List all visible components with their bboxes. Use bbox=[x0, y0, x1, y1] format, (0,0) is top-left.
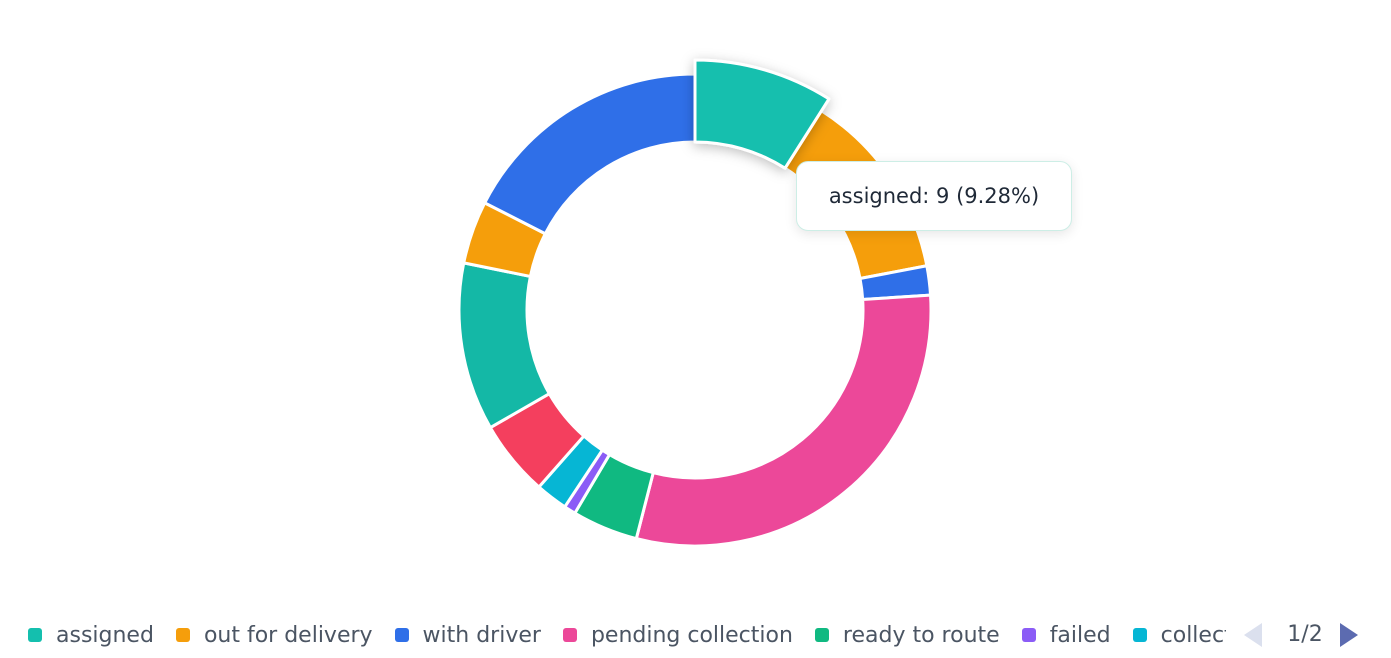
legend-swatch bbox=[394, 628, 409, 642]
legend-item-failed[interactable]: failed bbox=[1021, 612, 1111, 658]
chart-legend: assigned out for delivery with driver pendi… bbox=[0, 612, 1391, 658]
legend-swatch bbox=[814, 628, 829, 642]
legend-item-ready-to-route[interactable]: ready to route bbox=[814, 612, 1000, 658]
legend-label: assigned bbox=[56, 622, 154, 648]
donut-slice-pending-collection[interactable] bbox=[634, 293, 933, 548]
triangle-left-icon[interactable] bbox=[1242, 622, 1264, 648]
legend-pager: 1/2 bbox=[1238, 612, 1378, 658]
legend-page-indicator: 1/2 bbox=[1287, 622, 1323, 647]
legend-label: out for delivery bbox=[203, 622, 373, 648]
legend-items: assigned out for delivery with driver pendi… bbox=[28, 612, 1226, 658]
legend-item-assigned[interactable]: assigned bbox=[28, 612, 154, 658]
legend-label: ready to route bbox=[842, 622, 1000, 648]
legend-swatch bbox=[562, 628, 577, 642]
legend-swatch bbox=[28, 628, 42, 642]
legend-swatch bbox=[175, 628, 190, 642]
chart-tooltip: assigned: 9 (9.28%) bbox=[796, 161, 1072, 231]
legend-label: collected bbox=[1160, 622, 1226, 648]
legend-item-pending-collection[interactable]: pending collection bbox=[562, 612, 793, 658]
donut-chart bbox=[457, 58, 933, 548]
donut-slice-8[interactable] bbox=[457, 261, 551, 430]
legend-label: failed bbox=[1049, 622, 1111, 648]
legend-item-with-driver[interactable]: with driver bbox=[394, 612, 541, 658]
legend-label: pending collection bbox=[590, 622, 793, 648]
tooltip-text: assigned: 9 (9.28%) bbox=[828, 184, 1040, 208]
legend-item-out-for-delivery[interactable]: out for delivery bbox=[175, 612, 373, 658]
legend-item-collected[interactable]: collected bbox=[1132, 612, 1226, 658]
triangle-right-icon[interactable] bbox=[1338, 622, 1360, 648]
legend-swatch bbox=[1132, 628, 1147, 642]
legend-label: with driver bbox=[422, 622, 541, 648]
donut-slice-10[interactable] bbox=[483, 72, 697, 236]
donut-slice-assigned[interactable] bbox=[693, 58, 831, 170]
legend-swatch bbox=[1021, 628, 1036, 642]
